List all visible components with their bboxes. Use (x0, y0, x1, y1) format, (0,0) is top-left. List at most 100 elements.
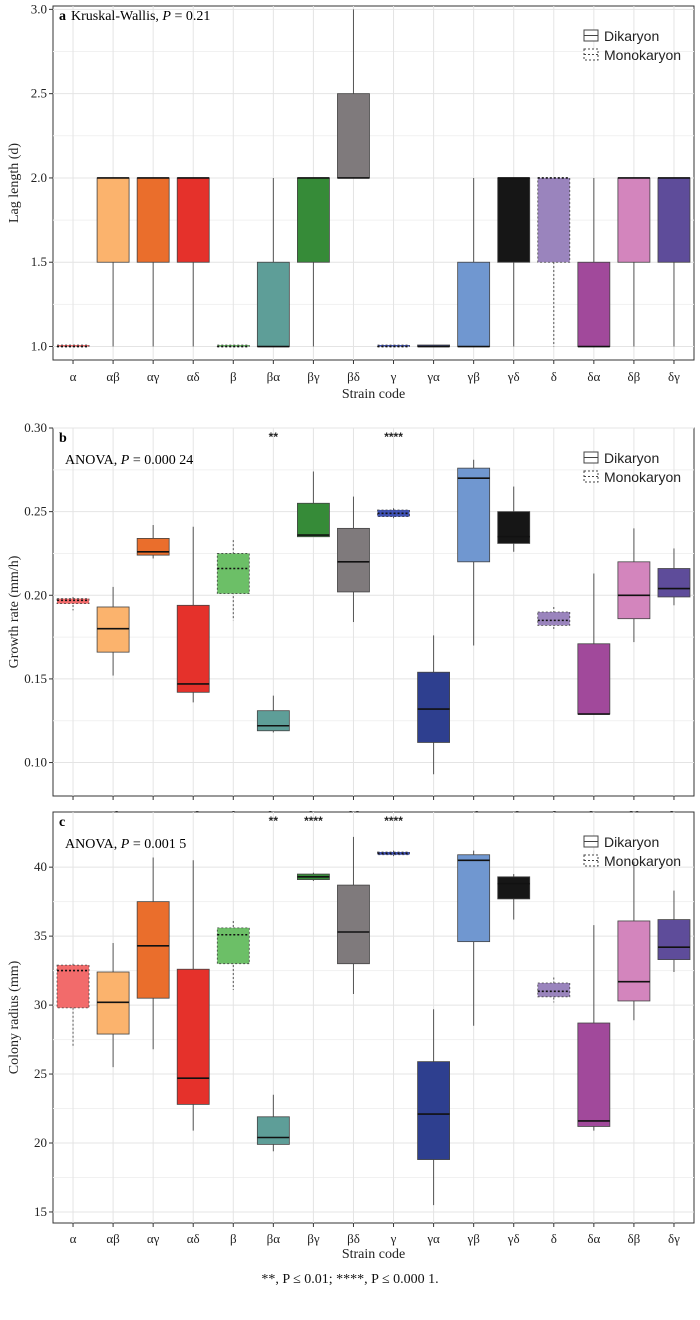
box-body (617, 177, 651, 263)
box-αγ (136, 857, 170, 1050)
box-δγ (657, 890, 691, 972)
box-body (577, 261, 611, 347)
box-αβ (96, 943, 130, 1068)
box-β (216, 540, 250, 621)
x-tick-label: γβ (466, 369, 480, 384)
box-body (256, 1116, 290, 1145)
y-tick-label: 0.30 (24, 420, 47, 435)
legend-label-monokaryon: Monokaryon (604, 47, 681, 63)
box-body (417, 671, 450, 743)
box-δγ (657, 177, 691, 347)
box-α (56, 596, 90, 611)
box-body (537, 177, 571, 263)
box-γβ (457, 459, 491, 646)
legend-label-dikaryon: Dikaryon (604, 28, 659, 44)
box-body (417, 1061, 450, 1160)
legend-label-monokaryon: Monokaryon (604, 853, 681, 869)
box-body (537, 611, 571, 626)
box-body (56, 964, 90, 1009)
box-δβ (617, 528, 651, 643)
legend: Dikaryon Monokaryon (583, 834, 681, 869)
y-tick-label: 20 (34, 1135, 47, 1150)
box-βγ (297, 471, 330, 538)
box-βα (256, 177, 290, 348)
box-body (256, 710, 290, 732)
box-γ (377, 344, 410, 348)
box-body (136, 901, 170, 999)
box-body (617, 920, 651, 1002)
box-αδ (176, 526, 210, 703)
box-body (497, 876, 531, 900)
panel-a: 1.0 1.5 2.0 2.5 3.0 α αβ αγ αδ β βα βγ βδ γ γα γβ γδ δ δα δ… (7, 1, 695, 402)
box-α (56, 344, 90, 348)
x-tick-label: βγ (307, 1231, 320, 1246)
box-body (96, 177, 130, 263)
box-body (337, 93, 370, 179)
box-body (497, 511, 531, 544)
box-body (56, 598, 90, 605)
x-tick-label: βα (267, 1231, 281, 1246)
box-body (577, 643, 611, 715)
y-tick-label: 2.5 (31, 86, 47, 101)
legend-label-dikaryon: Dikaryon (604, 834, 659, 850)
box-βγ (297, 177, 330, 347)
box-body (96, 606, 130, 653)
y-tick-label: 0.15 (24, 671, 47, 686)
box-βα (256, 695, 290, 733)
box-γβ (457, 177, 491, 348)
x-tick-label: δβ (628, 369, 641, 384)
figure-footnote: **, P ≤ 0.01; ****, P ≤ 0.000 1. (261, 1272, 439, 1287)
box-body (216, 553, 250, 594)
x-tick-label: β (230, 369, 237, 384)
y-tick-label: 30 (34, 997, 47, 1012)
panel-c: 15 20 25 30 35 40 α αβ αγ αδ β βα βγ βδ γ γα γβ γδ δ δα δβ δγ… (7, 811, 695, 1262)
x-tick-label: δγ (668, 369, 680, 384)
panel-b: 0.100.150.200.250.30ααβαγαδββαβγβδγγαγβγ… (7, 420, 695, 840)
box-γδ (497, 874, 531, 920)
legend-key-monokaryon (583, 470, 599, 483)
x-tick-label: αβ (106, 369, 120, 384)
y-tick-label: 40 (34, 859, 47, 874)
panel-label: c (59, 815, 65, 830)
significance-mark: ** (269, 814, 279, 828)
panel-title: ANOVA, P = 0.001 5 (65, 837, 186, 852)
box-δα (577, 177, 611, 348)
box-body (657, 919, 691, 960)
box-body (256, 261, 290, 347)
box-αγ (136, 177, 170, 347)
legend-label-monokaryon: Monokaryon (604, 469, 681, 485)
panel-label: b (59, 431, 67, 446)
significance-mark: **** (384, 814, 403, 828)
box-γβ (457, 850, 491, 1026)
y-tick-label: 3.0 (31, 1, 47, 16)
box-body (176, 968, 210, 1105)
x-tick-label: δγ (668, 1231, 680, 1246)
box-body (337, 527, 370, 593)
y-tick-label: 25 (34, 1066, 47, 1081)
x-tick-label: γ (390, 369, 397, 384)
x-tick-label: αδ (187, 369, 200, 384)
y-tick-label: 1.5 (31, 254, 47, 269)
box-body (337, 884, 370, 965)
box-body (216, 927, 250, 965)
box-body (297, 502, 330, 538)
x-tick-label: α (70, 369, 77, 384)
box-body (537, 982, 571, 998)
box-αγ (136, 525, 170, 559)
x-tick-label: γδ (507, 1231, 520, 1246)
box-βδ (337, 496, 370, 623)
box-body (176, 604, 210, 693)
y-axis-title: Growth rate (mm/h) (7, 555, 22, 668)
x-tick-label: γβ (466, 1231, 480, 1246)
x-tick-label: γα (426, 1231, 440, 1246)
box-δβ (617, 177, 651, 347)
y-tick-label: 0.20 (24, 587, 47, 602)
box-γδ (497, 177, 531, 347)
box-αδ (176, 177, 210, 347)
x-tick-label: δ (551, 1231, 557, 1246)
box-δ (537, 606, 571, 631)
box-body (457, 261, 491, 347)
x-tick-label: αβ (106, 1231, 120, 1246)
x-tick-label: β (230, 1231, 237, 1246)
box-βγ (297, 872, 330, 881)
